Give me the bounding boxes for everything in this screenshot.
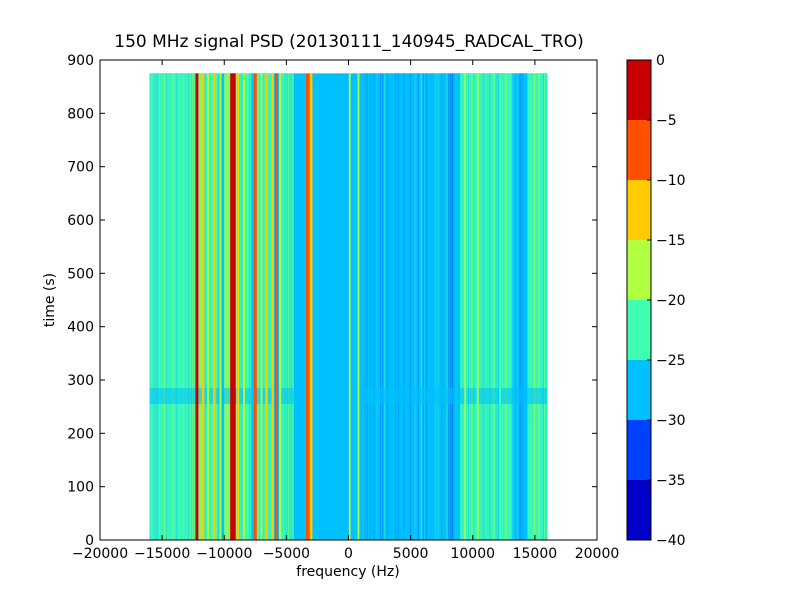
colorbar-tick-label: −30 — [656, 413, 686, 429]
colorbar: 0 −5 −10 −15 −20 −25 −30 −35 −40 — [626, 53, 686, 549]
time-event-row — [149, 388, 548, 404]
x-tick-label: 0 — [344, 546, 353, 562]
colorbar-level — [627, 60, 651, 120]
x-tick-label: −10000 — [196, 546, 252, 562]
spectrum-band — [278, 73, 294, 540]
colorbar-tick-label: −15 — [656, 233, 686, 249]
colorbar-tick-label: −40 — [656, 533, 686, 549]
y-tick-label: 200 — [67, 426, 94, 442]
y-tick-label: 300 — [67, 373, 94, 389]
x-axis-ticks: −20000 −15000 −10000 −5000 0 5000 10000 15000 20… — [72, 60, 619, 562]
x-axis-label: frequency (Hz) — [296, 564, 399, 580]
spectrum-band — [363, 73, 461, 540]
x-tick-label: −15000 — [134, 546, 190, 562]
spectrum-band — [204, 73, 220, 540]
y-tick-label: 700 — [67, 160, 94, 176]
y-tick-label: 800 — [67, 106, 94, 122]
x-tick-label: 10000 — [450, 546, 495, 562]
y-axis-label: time (s) — [42, 273, 58, 327]
x-tick-label: −5000 — [263, 546, 310, 562]
colorbar-tick-label: −20 — [656, 293, 686, 309]
colorbar-ticks: 0 −5 −10 −15 −20 −25 −30 −35 −40 — [647, 53, 686, 549]
colorbar-tick-label: −25 — [656, 353, 686, 369]
colorbar-level — [627, 480, 651, 540]
colorbar-level — [627, 300, 651, 360]
colorbar-level — [627, 360, 651, 420]
colorbar-level — [627, 180, 651, 240]
x-tick-label: 5000 — [393, 546, 429, 562]
colorbar-tick-label: −35 — [656, 473, 686, 489]
y-tick-label: 400 — [67, 320, 94, 336]
y-tick-label: 600 — [67, 213, 94, 229]
y-tick-label: 100 — [67, 480, 94, 496]
spectrum-band — [527, 73, 548, 540]
colorbar-level — [627, 120, 651, 180]
y-tick-label: 0 — [85, 533, 94, 549]
colorbar-level — [627, 420, 651, 480]
spectrum-band — [154, 73, 173, 540]
spectrogram-heatmap — [149, 73, 548, 540]
colorbar-tick-label: −5 — [656, 113, 677, 129]
spectrogram-plot-area: −20000 −15000 −10000 −5000 0 5000 10000 15000 20… — [67, 53, 619, 562]
spectrum-band — [172, 73, 195, 540]
colorbar-tick-label: 0 — [656, 53, 665, 69]
x-tick-label: −20000 — [72, 546, 128, 562]
colorbar-tick-label: −10 — [656, 173, 686, 189]
colorbar-level — [627, 240, 651, 300]
spectrum-band — [239, 73, 252, 540]
chart-title: 150 MHz signal PSD (20130111_140945_RADC… — [114, 32, 583, 52]
spectrum-band — [512, 73, 528, 540]
colorbar-bands — [627, 60, 651, 540]
y-tick-label: 900 — [67, 53, 94, 69]
spectrum-band — [149, 73, 155, 540]
x-tick-label: 20000 — [575, 546, 620, 562]
y-tick-label: 500 — [67, 266, 94, 282]
x-tick-label: 15000 — [513, 546, 558, 562]
y-axis-ticks: 0 100 200 300 400 500 600 700 800 900 — [67, 53, 597, 549]
